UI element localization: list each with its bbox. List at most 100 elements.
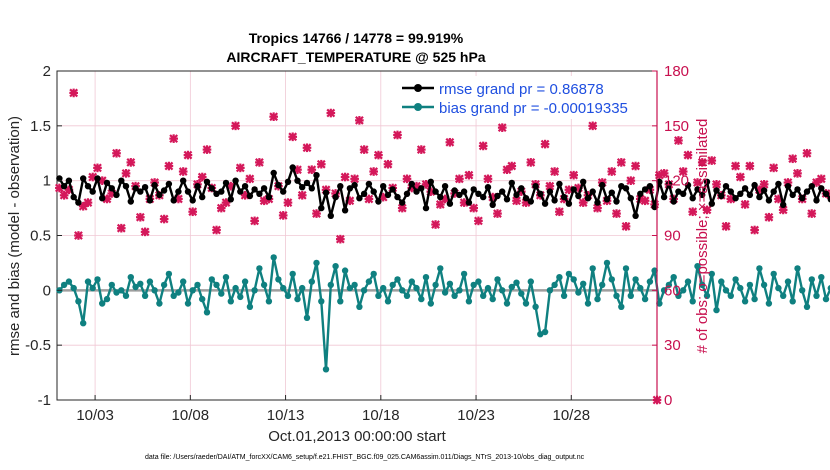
- bias-point: [760, 281, 768, 289]
- obs-point: [307, 165, 317, 175]
- bias-point: [818, 274, 825, 281]
- obs-point: [416, 145, 426, 154]
- bias-point: [160, 281, 168, 289]
- rmse-point: [603, 196, 611, 203]
- rmse-point: [322, 189, 330, 196]
- rmse-point: [108, 185, 116, 192]
- rmse-point: [575, 192, 582, 200]
- rmse-point: [818, 185, 825, 192]
- bias-point: [199, 295, 206, 303]
- bias-point: [570, 276, 577, 283]
- bias-point: [70, 284, 77, 292]
- bias-point: [141, 292, 149, 299]
- rmse-point: [160, 187, 168, 194]
- bias-point: [318, 298, 325, 305]
- bias-point: [803, 303, 811, 310]
- bias-point: [651, 267, 658, 274]
- rmse-point: [722, 183, 730, 190]
- obs-point: [750, 225, 759, 235]
- bias-point: [413, 284, 420, 292]
- rmse-point: [418, 185, 425, 192]
- bias-point: [699, 281, 706, 289]
- rmse-point: [551, 197, 558, 204]
- bias-point: [122, 292, 130, 299]
- bias-point: [560, 292, 568, 299]
- bias-point: [732, 276, 739, 283]
- rmse-point: [565, 200, 573, 207]
- rmse-point: [427, 178, 434, 185]
- rmse-point: [465, 199, 473, 206]
- obs-point: [616, 158, 626, 167]
- rmse-point: [137, 188, 144, 195]
- rmse-point: [156, 191, 163, 199]
- rmse-point: [351, 181, 358, 189]
- rmse-point: [699, 191, 706, 199]
- bias-point: [170, 292, 177, 299]
- bias-point: [694, 263, 701, 270]
- rmse-point: [356, 195, 363, 202]
- x-tick-label: 10/08: [172, 407, 210, 424]
- obs-point: [250, 216, 259, 226]
- footnote: data file: /Users/raeder/DAI/ATM_forcXX/…: [145, 454, 585, 461]
- y-left-tick-label: -1: [38, 392, 51, 409]
- rmse-point: [680, 190, 687, 197]
- bias-point: [580, 280, 587, 287]
- rmse-point: [113, 191, 120, 199]
- rmse-point: [546, 188, 554, 195]
- y-left-tick-label: 0.5: [30, 228, 51, 245]
- bias-point: [189, 287, 196, 294]
- bias-point: [618, 303, 625, 310]
- obs-point: [550, 167, 559, 176]
- rmse-point: [599, 181, 606, 189]
- bias-point: [556, 274, 563, 281]
- obs-point: [707, 156, 717, 165]
- rmse-series: [56, 164, 830, 219]
- obs-point: [702, 205, 712, 215]
- bias-point: [475, 278, 482, 285]
- rmse-point: [237, 188, 244, 195]
- rmse-point: [175, 188, 182, 195]
- rmse-point: [432, 188, 439, 195]
- rmse-point: [646, 183, 654, 190]
- y-left-tick-label: 2: [43, 63, 51, 80]
- rmse-point: [775, 180, 782, 188]
- x-tick-label: 10/13: [267, 407, 305, 424]
- rmse-point: [65, 177, 73, 184]
- bias-point: [660, 287, 668, 294]
- bias-point: [194, 281, 201, 289]
- obs-point: [116, 223, 126, 233]
- bias-point: [684, 278, 692, 285]
- bias-point: [327, 281, 334, 289]
- obs-point: [759, 179, 769, 189]
- obs-point: [640, 196, 650, 206]
- obs-point: [140, 227, 150, 237]
- rmse-point: [99, 195, 106, 202]
- obs-point: [183, 150, 193, 160]
- bias-point: [608, 276, 615, 283]
- bias-point: [246, 303, 254, 310]
- rmse-point: [289, 164, 296, 171]
- bias-point: [827, 285, 830, 292]
- rmse-point: [484, 184, 492, 191]
- bias-point: [203, 309, 211, 316]
- rmse-point: [746, 191, 754, 199]
- rmse-point: [494, 192, 501, 200]
- obs-point: [159, 214, 169, 224]
- bias-point: [765, 300, 773, 307]
- obs-point: [288, 132, 298, 142]
- rmse-point: [94, 175, 101, 182]
- bias-point: [403, 292, 411, 299]
- bias-point: [270, 254, 277, 261]
- y-left-tick-label: -0.5: [25, 337, 51, 354]
- obs-point: [735, 172, 745, 182]
- rmse-point: [799, 195, 806, 202]
- bias-point: [137, 280, 144, 287]
- rmse-point: [522, 195, 530, 202]
- bias-point: [218, 290, 225, 297]
- obs-point: [359, 145, 369, 154]
- x-tick-label: 10/18: [362, 407, 400, 424]
- obs-point: [302, 143, 312, 153]
- obs-point: [364, 194, 374, 204]
- obs-point: [631, 161, 640, 171]
- bias-point: [275, 276, 282, 283]
